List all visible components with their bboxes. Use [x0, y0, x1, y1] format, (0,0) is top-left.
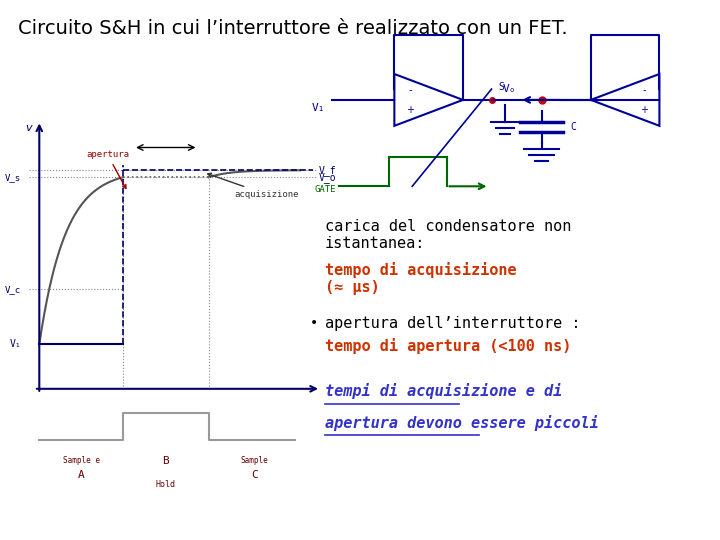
Text: tempi di acquisizione e di: tempi di acquisizione e di: [325, 383, 562, 400]
Text: S: S: [499, 82, 505, 92]
Text: Sample e: Sample e: [63, 456, 99, 465]
Text: V_f: V_f: [318, 165, 336, 176]
Text: V_c: V_c: [5, 285, 21, 294]
Text: V_s: V_s: [5, 173, 21, 182]
Text: Hold: Hold: [156, 480, 176, 489]
Text: +: +: [406, 105, 414, 114]
Text: apertura: apertura: [86, 151, 129, 188]
Text: tempo di acquisizione
(≈ μs): tempo di acquisizione (≈ μs): [325, 262, 517, 295]
Text: tempo di apertura (<100 ns): tempo di apertura (<100 ns): [325, 338, 572, 354]
Text: acquisizione: acquisizione: [207, 173, 300, 199]
Text: Vₒ: Vₒ: [503, 84, 516, 94]
Text: v: v: [25, 123, 32, 133]
Text: V_o: V_o: [318, 172, 336, 183]
Text: +: +: [640, 105, 648, 114]
Text: C: C: [570, 122, 576, 132]
Text: C: C: [251, 470, 258, 480]
Text: -: -: [408, 85, 412, 95]
Text: V₁: V₁: [9, 339, 21, 349]
Text: •: •: [310, 316, 318, 330]
Text: apertura dell’interruttore :: apertura dell’interruttore :: [325, 316, 580, 331]
Text: GATE: GATE: [314, 185, 336, 193]
Text: B: B: [163, 456, 169, 467]
Text: Circuito S&H in cui l’interruttore è realizzato con un FET.: Circuito S&H in cui l’interruttore è rea…: [18, 19, 567, 38]
Text: V₁: V₁: [312, 103, 325, 113]
Text: Sample: Sample: [240, 456, 269, 465]
Text: carica del condensatore non
istantanea:: carica del condensatore non istantanea:: [325, 219, 572, 251]
Text: A: A: [78, 470, 84, 480]
Text: apertura devono essere piccoli: apertura devono essere piccoli: [325, 415, 599, 431]
Text: -: -: [642, 85, 646, 95]
